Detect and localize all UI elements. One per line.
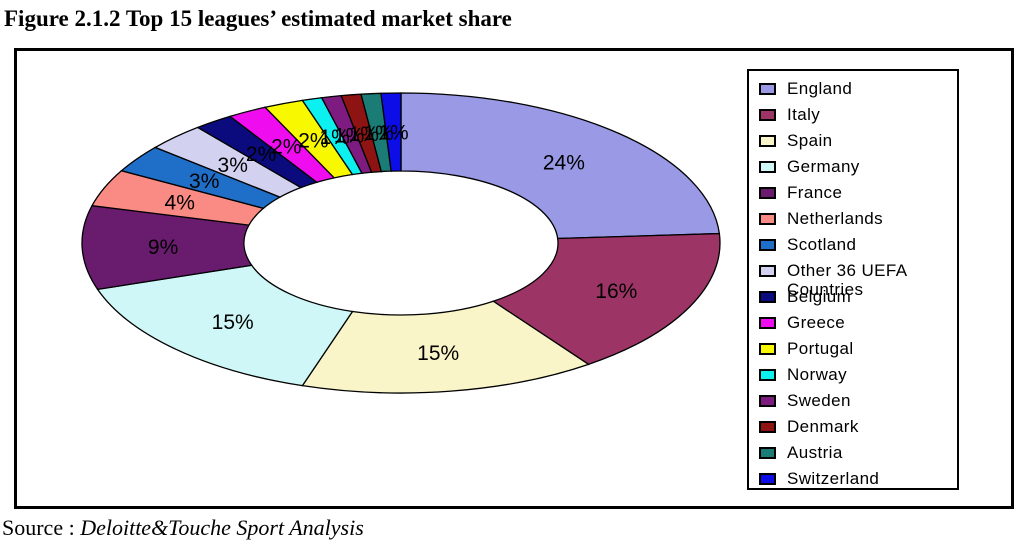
legend-item-other-36-uefa-countries: Other 36 UEFA Countries bbox=[757, 261, 953, 299]
legend-swatch-netherlands bbox=[759, 213, 776, 225]
legend-label-switzerland: Switzerland bbox=[787, 469, 880, 488]
slice-label-norway: 1% bbox=[319, 126, 349, 149]
legend-item-greece: Greece bbox=[757, 313, 953, 339]
slice-switzerland bbox=[380, 92, 402, 172]
slice-label-england: 24% bbox=[543, 152, 585, 175]
legend-item-scotland: Scotland bbox=[757, 235, 953, 261]
legend-swatch-italy bbox=[759, 109, 776, 121]
source-prefix: Source : bbox=[2, 515, 81, 540]
legend-swatch-switzerland bbox=[759, 473, 776, 485]
legend-item-denmark: Denmark bbox=[757, 417, 953, 443]
legend-label-spain: Spain bbox=[787, 131, 833, 150]
legend-item-france: France bbox=[757, 183, 953, 209]
slice-label-netherlands: 4% bbox=[165, 192, 195, 215]
legend-swatch-norway bbox=[759, 369, 776, 381]
slice-label-spain: 15% bbox=[417, 342, 459, 365]
legend-label-england: England bbox=[787, 79, 853, 98]
legend-label-norway: Norway bbox=[787, 365, 848, 384]
legend-swatch-france bbox=[759, 187, 776, 199]
legend-item-england: England bbox=[757, 79, 953, 105]
slice-label-italy: 16% bbox=[595, 280, 637, 303]
legend-swatch-other-36-uefa-countries bbox=[759, 265, 776, 277]
slice-label-portugal: 2% bbox=[298, 129, 328, 152]
legend-swatch-scotland bbox=[759, 239, 776, 251]
legend-swatch-belgium bbox=[759, 291, 776, 303]
legend-label-denmark: Denmark bbox=[787, 417, 859, 436]
legend-label-france: France bbox=[787, 183, 843, 202]
legend-item-netherlands: Netherlands bbox=[757, 209, 953, 235]
slice-label-france: 9% bbox=[148, 236, 178, 259]
legend-swatch-greece bbox=[759, 317, 776, 329]
legend-item-spain: Spain bbox=[757, 131, 953, 157]
slice-label-germany: 15% bbox=[212, 311, 254, 334]
figure-title: Figure 2.1.2 Top 15 leagues’ estimated m… bbox=[4, 6, 512, 31]
slice-spain bbox=[301, 300, 590, 394]
slice-label-austria: 1% bbox=[363, 122, 393, 145]
legend-label-germany: Germany bbox=[787, 157, 860, 176]
slice-label-greece: 2% bbox=[271, 135, 301, 158]
legend-label-scotland: Scotland bbox=[787, 235, 857, 254]
legend-item-germany: Germany bbox=[757, 157, 953, 183]
legend-item-belgium: Belgium bbox=[757, 287, 953, 313]
legend-label-italy: Italy bbox=[787, 105, 821, 124]
slice-label-sweden: 1% bbox=[334, 124, 364, 147]
slice-label-other-36-uefa-countries: 3% bbox=[218, 154, 248, 177]
legend-swatch-austria bbox=[759, 447, 776, 459]
legend-item-italy: Italy bbox=[757, 105, 953, 131]
source-line: Source : Deloitte&Touche Sport Analysis bbox=[2, 515, 364, 541]
slice-label-scotland: 3% bbox=[189, 170, 219, 193]
legend-swatch-sweden bbox=[759, 395, 776, 407]
legend-item-switzerland: Switzerland bbox=[757, 469, 953, 495]
slice-label-denmark: 1% bbox=[349, 123, 379, 146]
source-text: Deloitte&Touche Sport Analysis bbox=[80, 515, 364, 540]
legend-swatch-spain bbox=[759, 135, 776, 147]
chart-legend: England Italy Spain Germany France Netherland… bbox=[747, 69, 959, 490]
legend-label-sweden: Sweden bbox=[787, 391, 851, 410]
legend-swatch-portugal bbox=[759, 343, 776, 355]
legend-swatch-denmark bbox=[759, 421, 776, 433]
legend-item-norway: Norway bbox=[757, 365, 953, 391]
legend-swatch-england bbox=[759, 83, 776, 95]
legend-item-austria: Austria bbox=[757, 443, 953, 469]
doughnut-chart: 24%16%15%15%9%4%3%3%2%2%2%1%1%1%1%1% bbox=[81, 92, 721, 394]
legend-swatch-germany bbox=[759, 161, 776, 173]
chart-frame: 24% 16% 15% 15% 9% 4% 3% 3% 2% 2% 2% 1% 1% 1% 1% 1% Eng… bbox=[14, 48, 1014, 509]
legend-label-netherlands: Netherlands bbox=[787, 209, 884, 228]
slice-england bbox=[400, 92, 721, 240]
legend-label-other-36-uefa-countries: Other 36 UEFA Countries bbox=[787, 261, 907, 299]
slice-germany bbox=[96, 264, 354, 387]
legend-label-portugal: Portugal bbox=[787, 339, 854, 358]
slice-italy bbox=[491, 232, 721, 366]
legend-item-portugal: Portugal bbox=[757, 339, 953, 365]
legend-label-austria: Austria bbox=[787, 443, 843, 462]
legend-label-belgium: Belgium bbox=[787, 287, 852, 306]
legend-label-greece: Greece bbox=[787, 313, 846, 332]
slice-label-switzerland: 1% bbox=[378, 122, 408, 145]
slice-label-belgium: 2% bbox=[246, 143, 276, 166]
legend-item-sweden: Sweden bbox=[757, 391, 953, 417]
